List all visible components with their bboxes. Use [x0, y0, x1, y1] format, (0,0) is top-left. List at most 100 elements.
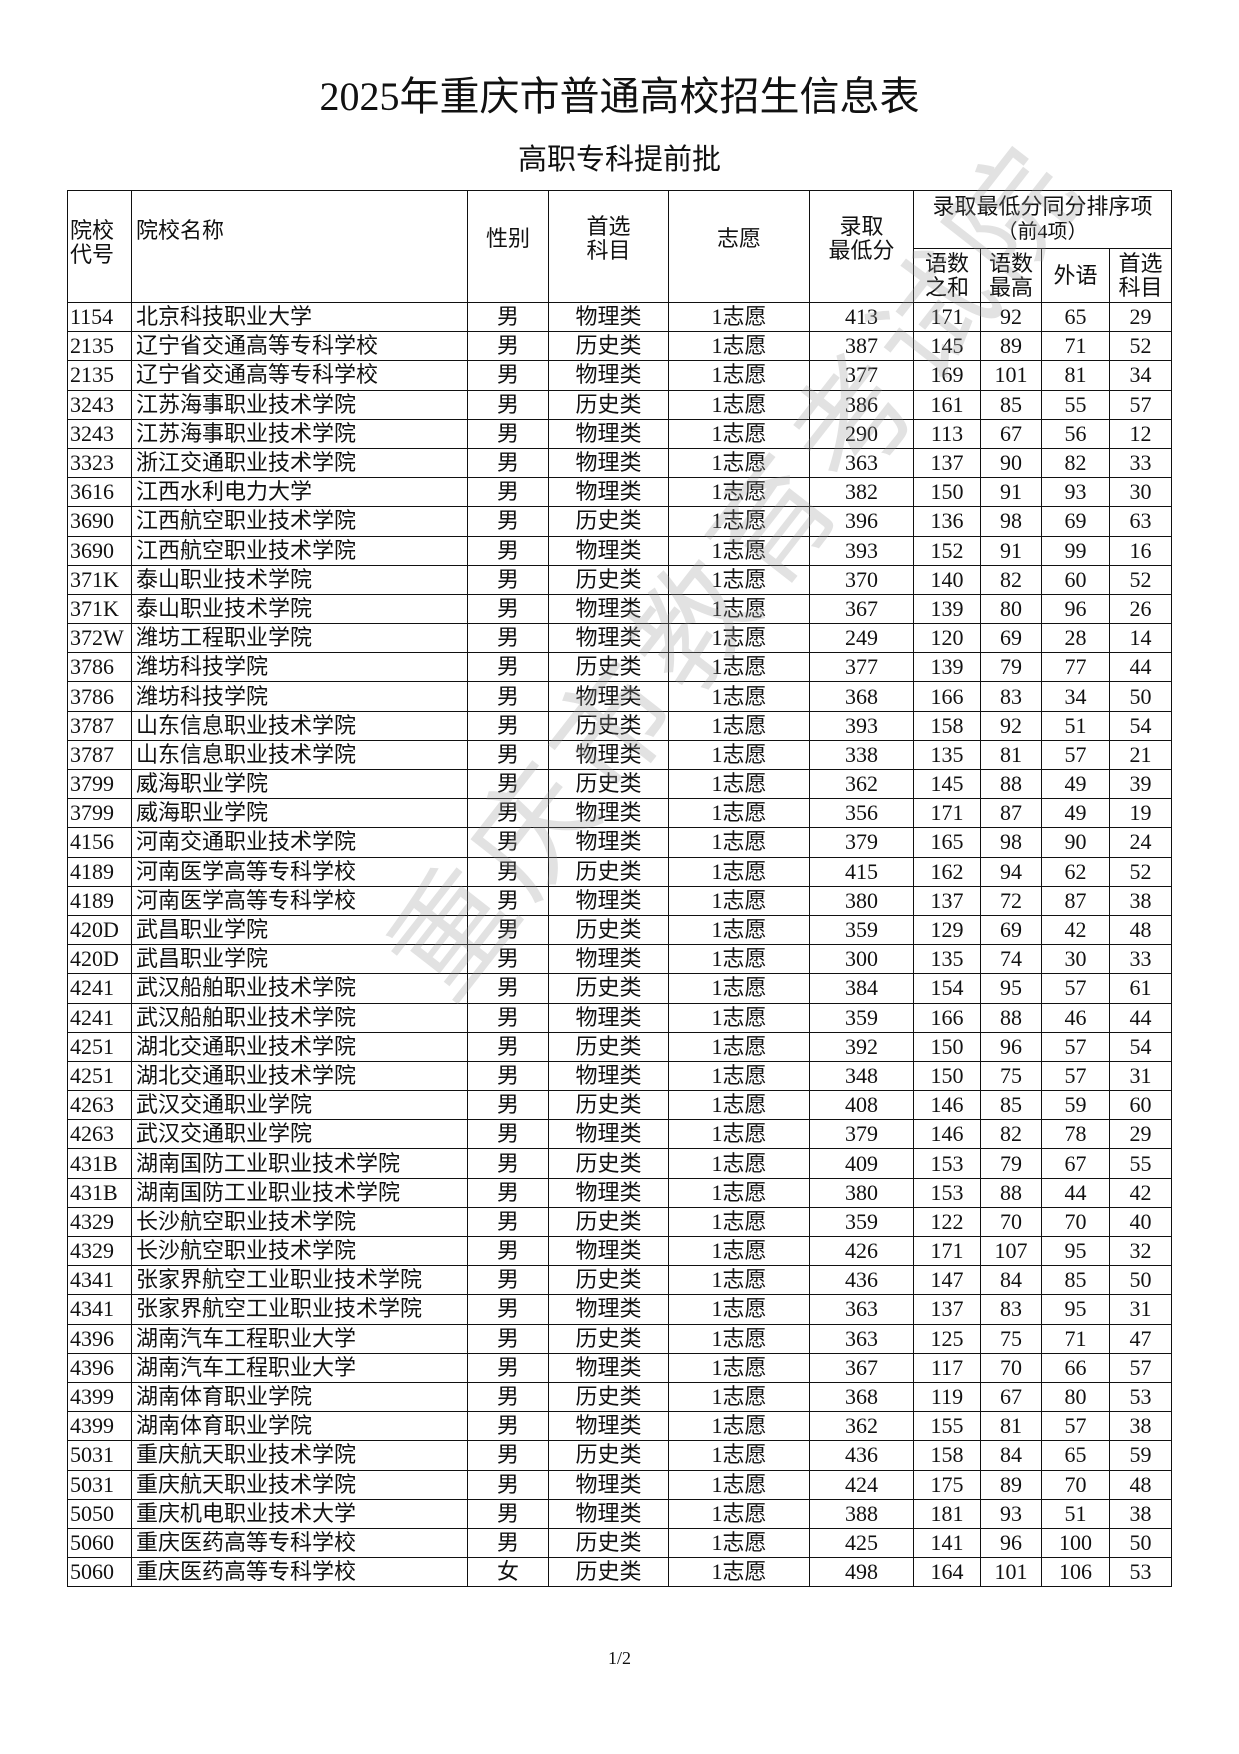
table-row: 4329 长沙航空职业技术学院男历史类 1志愿 359 122 70 70 40: [67, 1206, 1172, 1238]
cell-foreign: 78: [1041, 1119, 1110, 1150]
cell-sum: 141: [913, 1527, 981, 1559]
cell-choice: 1志愿: [668, 447, 810, 479]
cell-choice: 1志愿: [668, 1031, 810, 1062]
cell-code: 4341: [67, 1265, 132, 1296]
cell-gender: 男: [467, 623, 549, 654]
cell-subject: 物理类: [548, 1060, 669, 1092]
cell-min-score: 382: [809, 477, 914, 508]
cell-gender: 男: [467, 1381, 549, 1413]
cell-subject: 物理类: [548, 1002, 669, 1033]
cell-name: 北京科技职业大学: [131, 301, 468, 333]
cell-sum: 117: [913, 1352, 981, 1383]
cell-code: 4399: [67, 1411, 132, 1442]
header-sub-line1: 语数: [924, 250, 969, 276]
cell-min-score: 363: [809, 1323, 914, 1354]
cell-subject: 物理类: [548, 1119, 669, 1150]
cell-min-score: 368: [809, 681, 914, 712]
cell-choice: 1志愿: [668, 1323, 810, 1354]
table-row: 4241 武汉船舶职业技术学院男历史类 1志愿 384 154 95 57 61: [67, 973, 1172, 1004]
cell-max: 67: [980, 1381, 1042, 1413]
cell-subject-score: 50: [1109, 681, 1172, 712]
cell-name: 河南交通职业技术学院: [131, 827, 468, 858]
cell-min-score: 380: [809, 1177, 914, 1208]
cell-subject-score: 52: [1109, 331, 1172, 362]
cell-choice: 1志愿: [668, 652, 810, 683]
cell-sum: 162: [913, 856, 981, 887]
header-min-line2: 最低分: [828, 238, 895, 263]
admission-table: 院校代号 院校名称 性别 首选 科目 志愿 录取 最低分 录取最低分同分排序项 …: [67, 190, 1172, 1588]
cell-subject-score: 32: [1109, 1235, 1172, 1267]
table-row: 5031 重庆航天职业技术学院男历史类 1志愿 436 158 84 65 59: [67, 1440, 1172, 1471]
cell-code: 3690: [67, 506, 132, 537]
cell-choice: 1志愿: [668, 1060, 810, 1092]
cell-gender: 男: [467, 652, 549, 683]
table-row: 2135 辽宁省交通高等专科学校男物理类 1志愿 377 169 101 81 34: [67, 360, 1172, 391]
cell-gender: 男: [467, 944, 549, 975]
cell-name: 重庆机电职业技术大学: [131, 1498, 468, 1529]
cell-choice: 1志愿: [668, 1498, 810, 1529]
cell-name: 湖南国防工业职业技术学院: [131, 1148, 468, 1179]
cell-max: 89: [980, 331, 1042, 362]
cell-subject-score: 59: [1109, 1440, 1172, 1471]
cell-max: 94: [980, 856, 1042, 887]
cell-subject-score: 55: [1109, 1148, 1172, 1179]
cell-choice: 1志愿: [668, 798, 810, 829]
header-sub-line2: 科目: [1118, 274, 1163, 300]
table-row: 4399 湖南体育职业学院男历史类 1志愿 368 119 67 80 53: [67, 1381, 1172, 1413]
header-code-label: 院校代号: [70, 218, 115, 267]
table-row: 371K 泰山职业技术学院男物理类 1志愿 367 139 80 96 26: [67, 593, 1172, 625]
cell-name: 河南医学高等专科学校: [131, 856, 468, 887]
cell-max: 80: [980, 593, 1042, 625]
cell-choice: 1志愿: [668, 477, 810, 508]
cell-code: 3799: [67, 798, 132, 829]
cell-min-score: 426: [809, 1235, 914, 1267]
cell-gender: 男: [467, 1148, 549, 1179]
cell-max: 81: [980, 1411, 1042, 1442]
cell-foreign: 49: [1041, 798, 1110, 829]
cell-gender: 男: [467, 1002, 549, 1033]
cell-code: 3243: [67, 389, 132, 420]
cell-choice: 1志愿: [668, 535, 810, 566]
cell-subject: 历史类: [548, 1381, 669, 1413]
cell-code: 4263: [67, 1119, 132, 1150]
header-sub-line1: 首选: [1118, 250, 1163, 276]
cell-subject: 物理类: [548, 1352, 669, 1383]
table-row: 4189 河南医学高等专科学校男物理类 1志愿 380 137 72 87 38: [67, 885, 1172, 916]
cell-sum: 158: [913, 1440, 981, 1471]
cell-subject: 历史类: [548, 506, 669, 537]
cell-sum: 119: [913, 1381, 981, 1413]
table-row: 4263 武汉交通职业学院男物理类 1志愿 379 146 82 78 29: [67, 1119, 1172, 1150]
cell-name: 长沙航空职业技术学院: [131, 1235, 468, 1267]
cell-choice: 1志愿: [668, 1265, 810, 1296]
cell-gender: 男: [467, 973, 549, 1004]
cell-code: 3787: [67, 710, 132, 741]
cell-min-score: 338: [809, 739, 914, 771]
cell-max: 92: [980, 301, 1042, 333]
cell-code: 5031: [67, 1469, 132, 1500]
cell-foreign: 66: [1041, 1352, 1110, 1383]
cell-sum: 137: [913, 885, 981, 916]
cell-sum: 146: [913, 1119, 981, 1150]
cell-code: 431B: [67, 1148, 132, 1179]
cell-subject: 历史类: [548, 710, 669, 741]
cell-foreign: 100: [1041, 1527, 1110, 1559]
cell-foreign: 42: [1041, 914, 1110, 946]
table-row: 3799 威海职业学院男物理类 1志愿 356 171 87 49 19: [67, 798, 1172, 829]
cell-foreign: 44: [1041, 1177, 1110, 1208]
cell-min-score: 348: [809, 1060, 914, 1092]
cell-subject: 物理类: [548, 418, 669, 449]
cell-subject: 物理类: [548, 885, 669, 916]
table-row: 5050 重庆机电职业技术大学男物理类 1志愿 388 181 93 51 38: [67, 1498, 1172, 1529]
cell-min-score: 356: [809, 798, 914, 829]
cell-sum: 152: [913, 535, 981, 566]
cell-foreign: 57: [1041, 739, 1110, 771]
cell-code: 431B: [67, 1177, 132, 1208]
cell-foreign: 30: [1041, 944, 1110, 975]
cell-name: 辽宁省交通高等专科学校: [131, 331, 468, 362]
cell-code: 4399: [67, 1381, 132, 1413]
table-row: 4189 河南医学高等专科学校男历史类 1志愿 415 162 94 62 52: [67, 856, 1172, 887]
cell-name: 江苏海事职业技术学院: [131, 418, 468, 449]
cell-max: 96: [980, 1031, 1042, 1062]
cell-max: 83: [980, 1294, 1042, 1325]
page-subtitle: 高职专科提前批: [517, 144, 721, 176]
